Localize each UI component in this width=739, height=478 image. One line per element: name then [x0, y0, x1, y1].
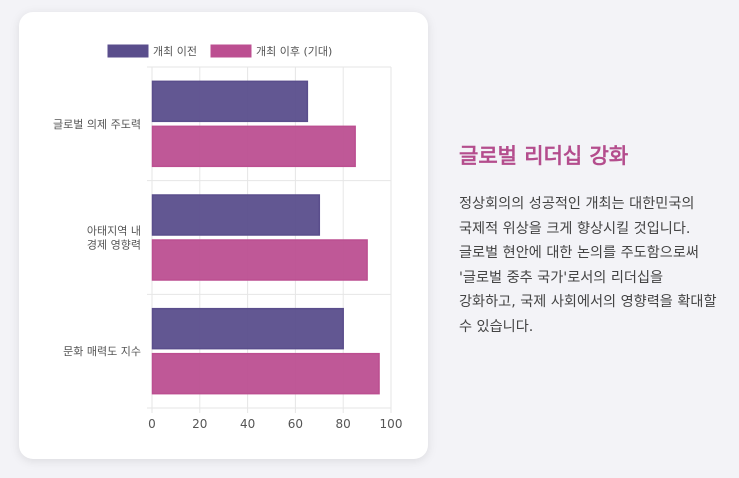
legend-label: 개최 이전 [153, 45, 197, 58]
x-tick-label: 80 [336, 417, 351, 431]
y-tick-label: 아태지역 내 [87, 225, 141, 238]
bar [151, 80, 309, 123]
bar [151, 194, 321, 236]
y-tick-label: 경제 영향력 [87, 239, 141, 252]
bar [151, 239, 368, 281]
legend-swatch [107, 44, 149, 58]
bar [151, 352, 380, 395]
y-tick-label: 글로벌 의제 주도력 [53, 118, 141, 131]
x-tick-label: 40 [240, 417, 255, 431]
bar [151, 307, 344, 350]
x-tick-label: 0 [148, 417, 156, 431]
legend-label: 개최 이후 (기대) [256, 45, 332, 58]
text-panel: 글로벌 리더십 강화 정상회의의 성공적인 개최는 대한민국의 국제적 위상을 … [459, 140, 724, 339]
bar [151, 125, 356, 168]
y-tick-label: 문화 매력도 지수 [63, 345, 141, 358]
legend-swatch [210, 44, 252, 58]
section-heading: 글로벌 리더십 강화 [459, 144, 629, 168]
section-body: 정상회의의 성공적인 개최는 대한민국의 국제적 위상을 크게 향상시킬 것입니… [459, 196, 717, 335]
x-tick-label: 60 [288, 417, 303, 431]
x-tick-label: 100 [380, 417, 403, 431]
x-tick-label: 20 [192, 417, 207, 431]
